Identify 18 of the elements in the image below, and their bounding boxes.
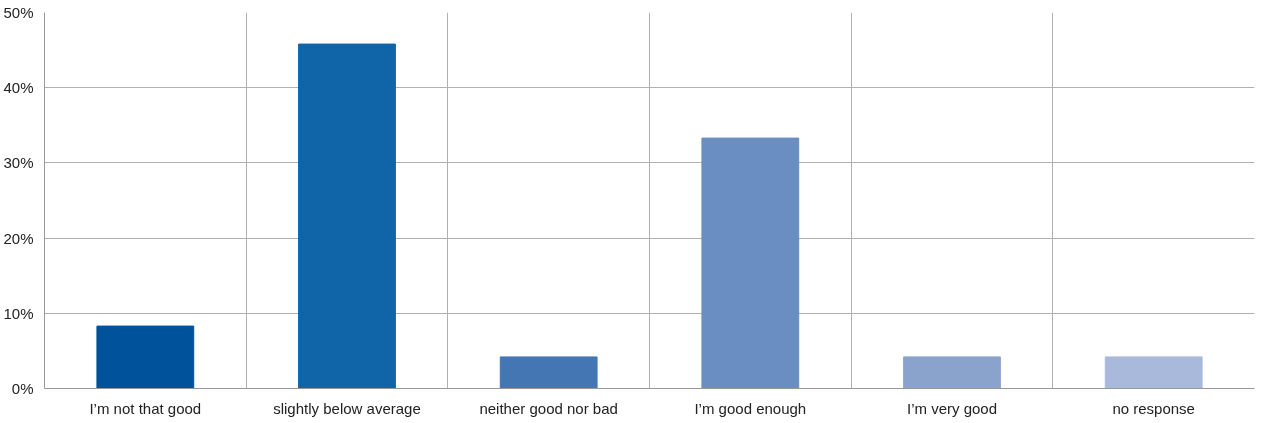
- bar: [1104, 356, 1203, 389]
- bar: [298, 43, 396, 389]
- y-tick-label: 30%: [3, 154, 34, 172]
- x-tick-label: no response: [1112, 399, 1195, 417]
- x-tick-label: I’m very good: [906, 399, 998, 417]
- y-tick-label: 40%: [3, 79, 34, 97]
- y-tick-label: 20%: [3, 229, 34, 247]
- x-tick-label: neither good nor bad: [479, 399, 618, 417]
- bar: [701, 137, 800, 389]
- bar: [903, 356, 1001, 389]
- x-tick-label: slightly below average: [273, 399, 421, 417]
- bar: [96, 325, 195, 389]
- y-tick-label: 10%: [3, 304, 34, 322]
- bar: [499, 356, 598, 389]
- y-tick-label: 0%: [11, 380, 34, 397]
- x-tick-label: I’m good enough: [694, 399, 807, 417]
- x-tick-label: I’m not that good: [89, 399, 202, 417]
- y-tick-label: 50%: [3, 4, 34, 21]
